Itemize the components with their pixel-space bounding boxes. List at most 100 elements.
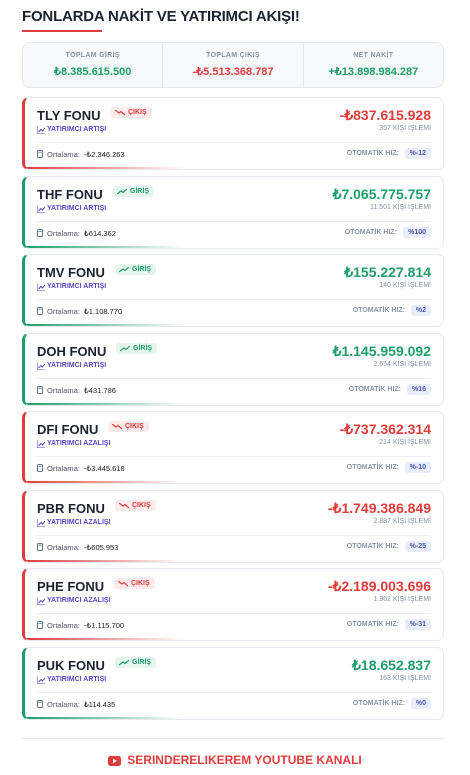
flow-badge: GİRİŞ [115,656,157,668]
investor-trend: YATIRIMCI AZALIŞI [37,440,111,448]
flow-badge: ÇIKIŞ [115,499,156,511]
fund-card[interactable]: PBR FONU ÇIKIŞ YATIRIMCI AZALIŞI -₺1.749.38… [22,489,444,563]
flow-badge: ÇIKIŞ [111,107,152,118]
speed-label: OTOMATİK HIZ: [346,621,399,628]
divider [22,738,444,739]
accent-line [25,481,185,483]
investor-trend: YATIRIMCI ARTIŞI [37,126,106,134]
title: FONLARDA NAKİT VE YATIRIMCI AKIŞI! [22,8,300,25]
chart-icon [37,126,45,134]
average-value: ₺431.786 [84,385,116,395]
trade-count: 11.501 KİŞİ İŞLEMİ [370,203,431,211]
speed-label: OTOMATİK HIZ: [352,699,405,707]
fund-card[interactable]: DOH FONU GİRİŞ YATIRIMCI ARTIŞI ₺1.145.959.… [22,332,444,406]
fund-name: PUK FONU [37,657,105,673]
flow-badge: GİRİŞ [116,342,158,354]
trend-icon [120,345,130,351]
accent-line [25,167,185,169]
chart-icon [37,204,45,213]
summary-value: ₺8.385.615.500 [53,66,132,78]
speed-label: OTOMATİK HIZ: [352,307,405,314]
average-label: Ortalama: [47,621,80,630]
youtube-link[interactable]: SERINDERELIKEREM YOUTUBE KANALI [0,753,470,767]
fund-details: Ortalama: -₺2.346.263 OTOMATİK HIZ: %-12 [37,142,431,160]
fund-name: PBR FONU [37,500,105,516]
speed-value: %16 [406,383,431,395]
calc-icon [37,464,43,472]
youtube-icon [108,756,122,766]
fund-card[interactable]: PUK FONU GİRİŞ YATIRIMCI ARTIŞI ₺18.652.837… [22,646,444,720]
summary-label: TOPLAM ÇIKIŞ [206,52,260,59]
trade-count: 357 KİŞİ İŞLEMİ [379,125,431,132]
accent-line [25,245,185,248]
average-value: ₺614.362 [84,228,116,238]
fund-card[interactable]: TMV FONU GİRİŞ YATIRIMCI ARTIŞI ₺155.227.81… [22,254,444,327]
trade-count: 140 KİŞİ İŞLEMİ [379,282,431,289]
average-value: ₺114.435 [84,699,116,709]
chart-icon [37,675,45,684]
calc-icon [37,621,43,629]
trend-icon [118,581,128,587]
youtube-text[interactable]: SERINDERELIKEREM YOUTUBE KANALI [127,753,362,767]
flow-badge: GİRİŞ [113,185,155,197]
fund-amount: -₺837.615.928 [339,107,431,123]
fund-name: DOH FONU [37,343,107,359]
fund-card[interactable]: DFI FONU ÇIKIŞ YATIRIMCI AZALIŞI -₺737.362.… [22,411,444,484]
investor-trend: YATIRIMCI AZALIŞI [37,518,111,527]
trade-count: 214 KİŞİ İŞLEMİ [379,439,431,446]
summary-item: TOPLAM GİRİŞ ₺8.385.615.500 [23,43,162,87]
speed-label: OTOMATİK HIZ: [346,464,399,471]
fund-amount: -₺1.749.386.849 [327,499,431,516]
investor-trend: YATIRIMCI AZALIŞI [37,597,111,605]
summary-label: TOPLAM GİRİŞ [65,52,120,59]
fund-amount: -₺737.362.314 [339,421,431,437]
average-value: ₺1.108.770 [84,307,123,316]
fund-amount: ₺18.652.837 [352,656,431,673]
investor-trend: YATIRIMCI ARTIŞI [37,361,106,370]
investor-trend: YATIRIMCI ARTIŞI [37,204,106,213]
investor-trend: YATIRIMCI ARTIŞI [37,283,106,291]
average-value: -₺1.115.700 [84,621,125,630]
average-value: -₺3.445.618 [84,464,125,473]
fund-amount: ₺7.065.775.757 [332,185,431,202]
average-label: Ortalama: [47,307,80,316]
fund-details: Ortalama: ₺1.108.770 OTOMATİK HIZ: %2 [37,299,431,317]
speed-value: %0 [410,697,431,709]
fund-card[interactable]: TLY FONU ÇIKIŞ YATIRIMCI ARTIŞI -₺837.615.9… [22,97,444,170]
average-label: Ortalama: [47,542,80,552]
fund-details: Ortalama: ₺114.435 OTOMATİK HIZ: %0 [37,691,431,710]
flow-badge: GİRİŞ [115,264,157,275]
accent-line [25,638,185,640]
accent-line [25,716,185,719]
calc-icon [37,542,43,551]
investor-trend: YATIRIMCI ARTIŞI [37,675,106,684]
trend-icon [119,659,129,665]
fund-details: Ortalama: ₺614.362 OTOMATİK HIZ: %100 [37,220,431,239]
summary-item: NET NAKİT +₺13.898.984.287 [302,43,443,87]
average-value: -₺605.953 [84,542,119,552]
title-underline [22,30,102,32]
fund-card[interactable]: THF FONU GİRİŞ YATIRIMCI ARTIŞI ₺7.065.775.… [22,175,444,249]
fund-name: TMV FONU [37,265,105,280]
fund-name: PHE FONU [37,579,105,594]
average-label: Ortalama: [47,464,80,473]
average-label: Ortalama: [47,699,80,709]
calc-icon [37,699,43,708]
fund-details: Ortalama: -₺3.445.618 OTOMATİK HIZ: %-10 [37,456,431,474]
calc-icon [37,307,43,315]
flow-badge: ÇIKIŞ [108,421,149,432]
chart-icon [37,440,45,448]
trend-icon [112,424,122,430]
summary: TOPLAM GİRİŞ ₺8.385.615.500 TOPLAM ÇIKIŞ -₺… [22,42,444,88]
fund-name: THF FONU [37,186,103,202]
trade-count: 2.887 KİŞİ İŞLEMİ [373,517,431,525]
speed-label: OTOMATİK HIZ: [344,228,397,236]
fund-card[interactable]: PHE FONU ÇIKIŞ YATIRIMCI AZALIŞI -₺2.189.00… [22,568,444,641]
average-value: -₺2.346.263 [84,150,125,159]
calc-icon [37,385,43,394]
accent-line [25,402,185,405]
trend-icon [119,267,129,273]
accent-line [25,324,185,326]
